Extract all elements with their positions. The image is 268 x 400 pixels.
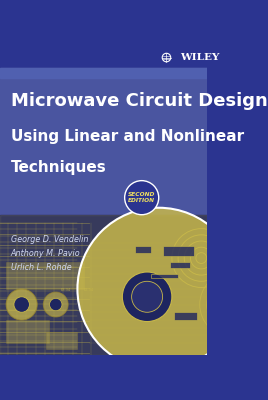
Text: SECOND
EDITION: SECOND EDITION bbox=[128, 192, 155, 203]
Circle shape bbox=[122, 272, 172, 322]
Text: E3.34: E3.34 bbox=[61, 288, 71, 292]
Circle shape bbox=[50, 298, 62, 311]
Text: George D. Vendelin: George D. Vendelin bbox=[11, 235, 88, 244]
Bar bbox=[174, 312, 198, 320]
Bar bbox=[136, 246, 151, 253]
Circle shape bbox=[43, 292, 68, 317]
Text: Urlich L. Rohde: Urlich L. Rohde bbox=[11, 263, 72, 272]
Bar bbox=[0, 45, 207, 68]
Bar bbox=[0, 68, 207, 78]
Text: WILEY: WILEY bbox=[180, 53, 220, 62]
Bar bbox=[0, 216, 207, 355]
Circle shape bbox=[125, 181, 159, 215]
Text: Microwave Circuit Design: Microwave Circuit Design bbox=[11, 92, 267, 110]
Text: Anthony M. Pavio: Anthony M. Pavio bbox=[11, 249, 80, 258]
Text: Using Linear and Nonlinear: Using Linear and Nonlinear bbox=[11, 129, 244, 144]
Circle shape bbox=[77, 208, 240, 370]
Bar bbox=[0, 68, 207, 223]
Bar bbox=[6, 320, 49, 343]
Bar bbox=[170, 262, 190, 268]
Text: Techniques: Techniques bbox=[11, 160, 107, 175]
Bar bbox=[151, 274, 178, 278]
Bar bbox=[6, 262, 84, 289]
Bar bbox=[0, 216, 207, 355]
Circle shape bbox=[14, 297, 29, 312]
Circle shape bbox=[132, 281, 163, 312]
Circle shape bbox=[6, 289, 37, 320]
Bar bbox=[46, 332, 77, 349]
Bar bbox=[163, 246, 193, 256]
Text: E3.34: E3.34 bbox=[84, 288, 94, 292]
